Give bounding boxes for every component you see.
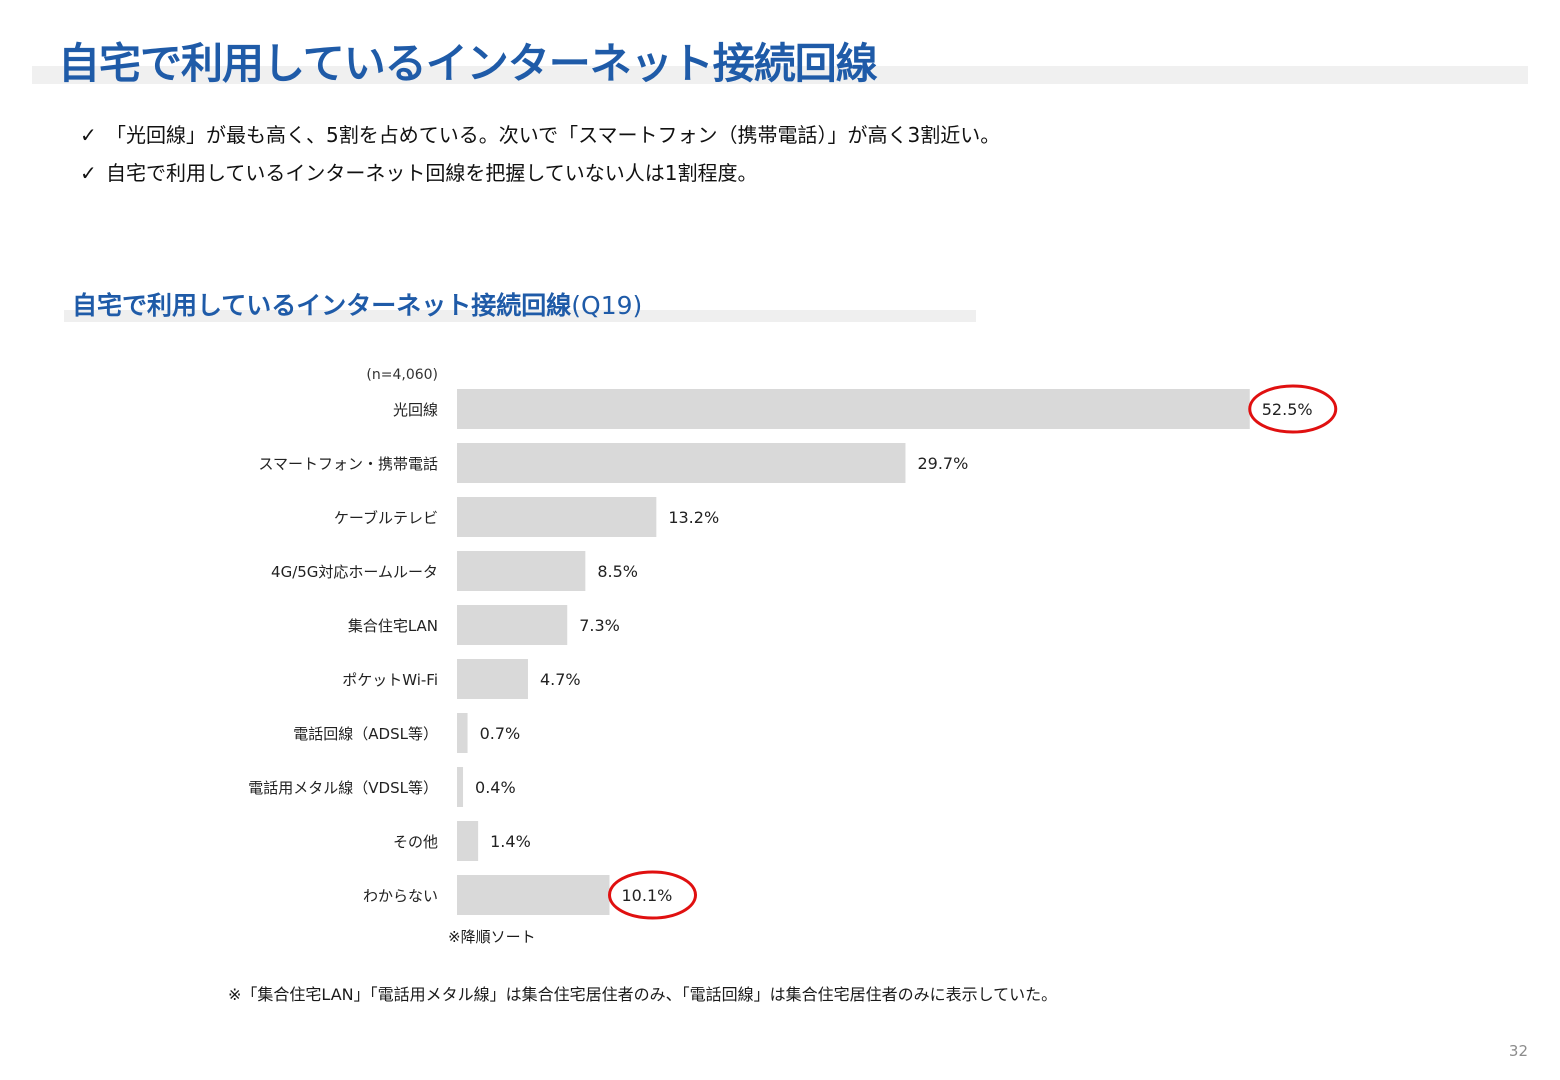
- data-label: 0.4%: [475, 778, 516, 797]
- bar: [457, 767, 464, 807]
- summary-bullet-text: 自宅で利用しているインターネット回線を把握していない人は1割程度。: [106, 161, 758, 185]
- data-label: 1.4%: [490, 832, 531, 851]
- bar: [457, 389, 1250, 429]
- category-label: 4G/5G対応ホームルータ: [271, 563, 438, 581]
- category-label: 電話回線（ADSL等）: [293, 725, 438, 743]
- check-icon: ✓: [80, 123, 97, 147]
- category-label: その他: [393, 833, 438, 851]
- bar: [457, 497, 657, 537]
- category-label: スマートフォン・携帯電話: [258, 455, 438, 473]
- data-label: 29.7%: [917, 454, 968, 473]
- bar: [457, 551, 586, 591]
- bar: [457, 659, 528, 699]
- data-label: 4.7%: [540, 670, 581, 689]
- page-title: 自宅で利用しているインターネット接続回線: [58, 39, 878, 88]
- summary-bullet: ✓ 「光回線」が最も高く、5割を占めている。次いで「スマートフォン（携帯電話）」が…: [80, 116, 1000, 154]
- bar: [457, 443, 906, 483]
- data-label: 52.5%: [1262, 400, 1313, 419]
- bar: [457, 713, 468, 753]
- summary-bullet: ✓ 自宅で利用しているインターネット回線を把握していない人は1割程度。: [80, 154, 1000, 192]
- section-title-band: [64, 310, 976, 322]
- highlight-circle: [608, 870, 698, 920]
- data-label: 8.5%: [597, 562, 638, 581]
- bar: [457, 875, 610, 915]
- chart-title: 自宅で利用しているインターネット接続回線(Q19): [72, 286, 642, 322]
- data-label: 10.1%: [622, 886, 673, 905]
- bar: [457, 605, 568, 645]
- data-label: 13.2%: [668, 508, 719, 527]
- sort-note: ※降順ソート: [448, 928, 536, 946]
- category-label: 光回線: [393, 401, 438, 419]
- category-label: 電話用メタル線（VDSL等）: [248, 779, 438, 797]
- check-icon: ✓: [80, 161, 97, 185]
- footnote: ※「集合住宅LAN」「電話用メタル線」は集合住宅居住者のみ、「電話回線」は集合住…: [228, 985, 1058, 1004]
- data-label: 7.3%: [579, 616, 620, 635]
- category-label: ポケットWi-Fi: [342, 671, 438, 689]
- chart-title-text: 自宅で利用しているインターネット接続回線: [72, 291, 572, 320]
- title-underline-band: [32, 66, 1528, 84]
- summary-bullets: ✓ 「光回線」が最も高く、5割を占めている。次いで「スマートフォン（携帯電話）」が…: [80, 116, 1000, 192]
- category-label: 集合住宅LAN: [348, 617, 438, 635]
- highlight-circle: [1248, 384, 1338, 434]
- chart-question-id: (Q19): [571, 291, 643, 320]
- data-label: 0.7%: [480, 724, 521, 743]
- category-label: ケーブルテレビ: [334, 509, 438, 527]
- page-number: 32: [1508, 1042, 1528, 1060]
- summary-bullet-text: 「光回線」が最も高く、5割を占めている。次いで「スマートフォン（携帯電話）」が高…: [106, 123, 1001, 147]
- bar: [457, 821, 479, 861]
- category-label: わからない: [363, 887, 438, 905]
- sample-size-label: (n=4,060): [366, 367, 438, 383]
